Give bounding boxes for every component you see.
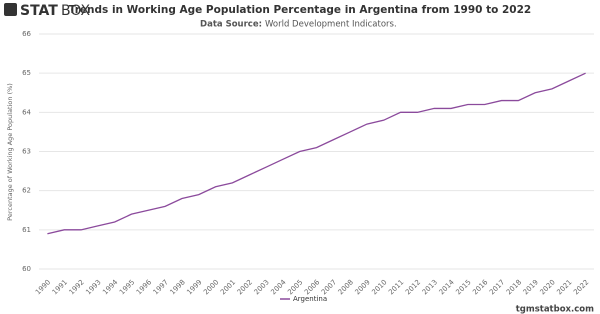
x-tick-label: 2013 [421,278,439,296]
source: World Development Indicators. [265,20,397,30]
x-tick-label: 1990 [34,278,52,296]
x-tick-label: 1996 [135,278,154,297]
x-tick-label: 1992 [68,278,86,296]
x-tick-label: 2010 [370,278,388,296]
y-tick-label: 65 [22,69,31,77]
x-tick-label: 2003 [253,278,271,296]
x-tick-label: 2011 [387,278,405,296]
logo-light: BOX [61,3,90,19]
x-tick-label: 1993 [84,278,102,296]
legend-label: Argentina [293,295,327,303]
x-tick-label: 2009 [354,278,372,296]
x-tick-label: 2004 [269,278,288,297]
x-tick-label: 2014 [438,278,457,297]
x-tick-label: 1999 [185,278,203,296]
x-tick-label: 1998 [169,278,187,296]
x-tick-label: 2018 [505,278,523,296]
x-tick-label: 2006 [303,278,322,297]
x-tick-label: 2020 [539,278,557,296]
y-tick-label: 64 [22,108,31,116]
x-tick-label: 1997 [152,278,170,296]
x-tick-label: 1991 [51,278,69,296]
x-tick-label: 2016 [471,278,490,297]
data-line [47,72,586,235]
x-tick-label: 2001 [219,278,237,296]
y-tick-label: 66 [22,30,31,38]
x-tick-label: 1995 [118,278,136,296]
y-axis-label: Percentage of Working Age Population (%) [6,83,14,221]
y-tick-label: 60 [22,265,31,273]
y-tick-label: 63 [22,148,31,156]
source-label: Data Source: [200,20,262,30]
logo-bold: STAT [20,3,58,19]
x-tick-label: 2007 [320,278,338,296]
x-tick-label: 2000 [202,278,220,296]
x-tick-label: 2002 [236,278,254,296]
x-tick-label: 2021 [555,278,573,296]
x-tick-label: 2022 [572,278,590,296]
x-tick-label: 2019 [522,278,540,296]
footer-site: tgmstatbox.com [516,305,594,314]
x-tick-label: 2008 [337,278,355,296]
x-tick-label: 2005 [286,278,304,296]
y-tick-label: 61 [22,226,31,234]
x-tick-label: 2017 [488,278,506,296]
chart-title: Trends in Working Age Population Percent… [69,4,531,16]
x-tick-label: 2015 [454,278,472,296]
x-tick-label: 2012 [404,278,422,296]
y-tick-label: 62 [22,187,31,195]
logo-icon [4,3,17,16]
x-tick-label: 1994 [101,278,120,297]
